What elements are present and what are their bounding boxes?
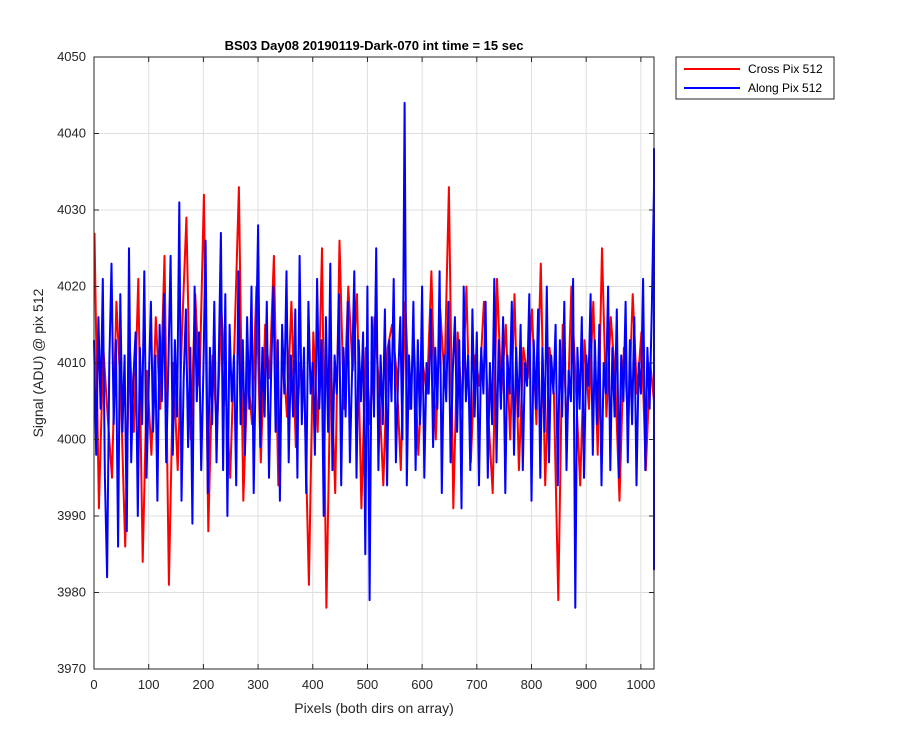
- x-tick-label: 600: [411, 677, 433, 692]
- x-tick-label: 100: [138, 677, 160, 692]
- x-axis-label: Pixels (both dirs on array): [294, 700, 454, 716]
- chart-title: BS03 Day08 20190119-Dark-070 int time = …: [225, 38, 524, 53]
- y-axis-label: Signal (ADU) @ pix 512: [30, 288, 46, 437]
- y-tick-label: 3990: [57, 508, 86, 523]
- x-tick-label: 1000: [626, 677, 655, 692]
- y-tick-label: 4030: [57, 202, 86, 217]
- x-tick-label: 300: [247, 677, 269, 692]
- x-tick-label: 400: [302, 677, 324, 692]
- legend-label-along: Along Pix 512: [748, 81, 822, 95]
- y-tick-label: 4040: [57, 126, 86, 141]
- x-tick-label: 200: [193, 677, 215, 692]
- legend: Cross Pix 512 Along Pix 512: [675, 56, 835, 100]
- x-tick-label: 900: [575, 677, 597, 692]
- axis-ticks: 0 100 200 300 400 500 600 700 800 900 1000 3970 3980…: [57, 49, 655, 692]
- x-tick-label: 500: [357, 677, 379, 692]
- y-tick-label: 4000: [57, 432, 86, 447]
- y-tick-label: 4010: [57, 355, 86, 370]
- x-tick-label: 800: [521, 677, 543, 692]
- y-tick-label: 3970: [57, 661, 86, 676]
- y-tick-label: 4050: [57, 49, 86, 64]
- legend-label-cross: Cross Pix 512: [748, 62, 823, 76]
- legend-box: [675, 56, 835, 100]
- y-tick-label: 4020: [57, 279, 86, 294]
- y-tick-label: 3980: [57, 585, 86, 600]
- x-tick-label: 700: [466, 677, 488, 692]
- x-tick-label: 0: [90, 677, 97, 692]
